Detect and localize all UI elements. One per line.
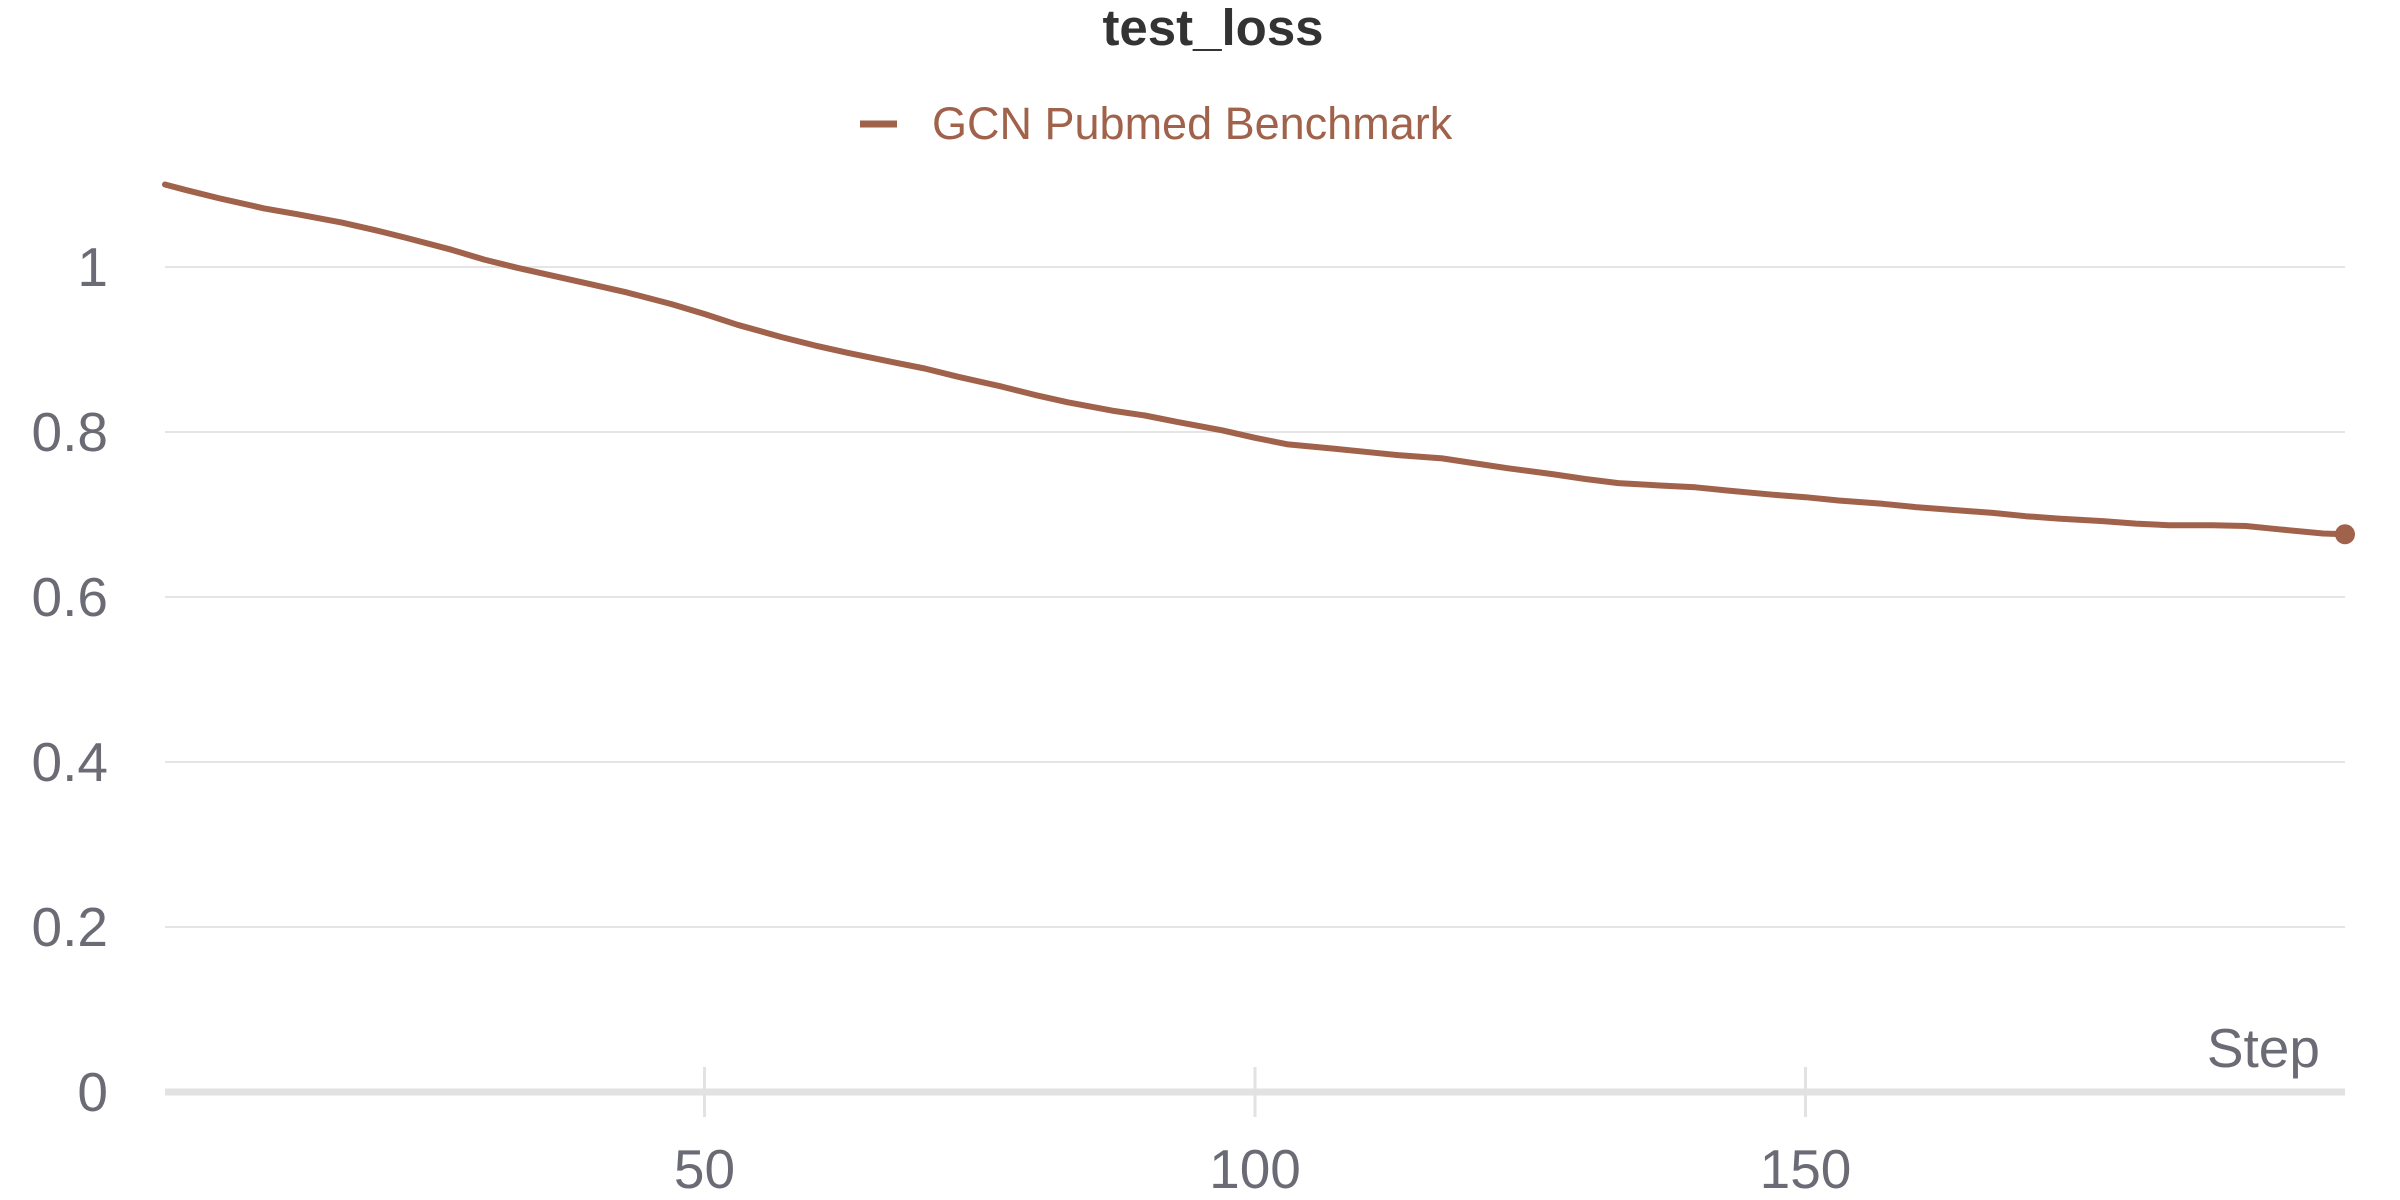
series-line[interactable] (162, 181, 2348, 538)
x-tick-label: 100 (1209, 1138, 1301, 1200)
x-axis-tick-labels: 50 100 150 (674, 1138, 1851, 1200)
x-axis-label: Step (2207, 1017, 2320, 1079)
y-tick-label: 0.6 (32, 566, 108, 628)
gridlines (165, 266, 2345, 928)
y-tick-label: 0 (77, 1061, 108, 1123)
series-end-point[interactable] (2335, 524, 2355, 545)
y-tick-label: 0.4 (32, 731, 108, 793)
x-tick-label: 150 (1760, 1138, 1852, 1200)
legend[interactable]: GCN Pubmed Benchmark (860, 98, 1453, 149)
x-axis (165, 1067, 2345, 1117)
chart-title: test_loss (1102, 0, 1323, 56)
y-axis-tick-labels: 0 0.2 0.4 0.6 0.8 1 (32, 236, 108, 1123)
y-tick-label: 0.2 (32, 896, 108, 958)
plot-area[interactable] (162, 181, 2355, 545)
legend-label: GCN Pubmed Benchmark (932, 98, 1453, 149)
y-tick-label: 1 (77, 236, 108, 298)
y-tick-label: 0.8 (32, 401, 108, 463)
x-tick-label: 50 (674, 1138, 735, 1200)
